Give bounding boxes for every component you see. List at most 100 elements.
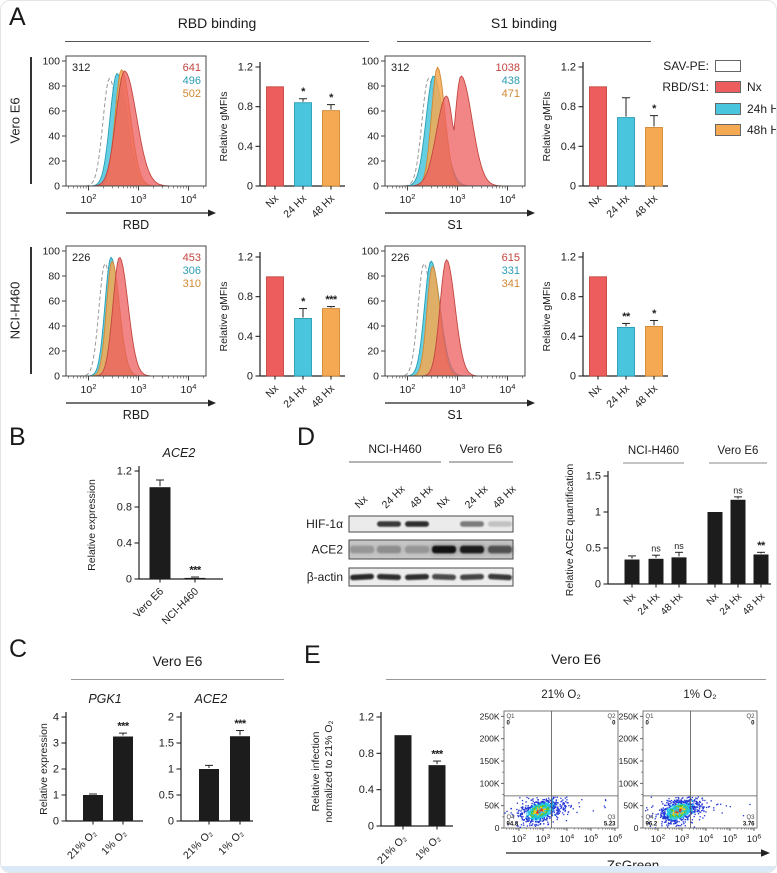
svg-text:*: * bbox=[301, 296, 306, 308]
svg-text:80: 80 bbox=[367, 81, 379, 93]
vero-row-bracket bbox=[30, 57, 32, 184]
svg-text:96.2: 96.2 bbox=[646, 822, 658, 828]
svg-text:106: 106 bbox=[608, 833, 623, 845]
svg-text:***: *** bbox=[117, 721, 130, 733]
svg-text:103: 103 bbox=[675, 833, 690, 845]
legend: SAV-PE: RBD/S1: Nx 24h Hx 48h Hx bbox=[653, 55, 776, 142]
svg-text:94.8: 94.8 bbox=[507, 822, 519, 828]
svg-text:100: 100 bbox=[361, 56, 379, 68]
svg-text:normalized to 21% O₂: normalized to 21% O₂ bbox=[323, 720, 335, 822]
svg-text:5.23: 5.23 bbox=[604, 822, 616, 828]
panel-e-label: E bbox=[304, 641, 321, 669]
svg-text:0.4: 0.4 bbox=[238, 331, 253, 343]
row-label-nci-h460: NCI-H460 bbox=[7, 281, 23, 340]
svg-text:Q3: Q3 bbox=[746, 815, 755, 821]
h460-rbd-bar-chart: 0 0.4 0.8 1.2 Nx * 24 Hx *** 48 Hx Relative gMFIs bbox=[218, 252, 345, 411]
svg-text:Vero E6: Vero E6 bbox=[718, 445, 759, 457]
svg-text:453: 453 bbox=[183, 252, 201, 264]
svg-text:1: 1 bbox=[53, 790, 59, 802]
svg-text:48 Hx: 48 Hx bbox=[659, 591, 685, 617]
svg-text:24 Hx: 24 Hx bbox=[281, 382, 309, 410]
svg-text:0: 0 bbox=[373, 181, 379, 193]
legend-row-24h: 24h Hx bbox=[653, 98, 776, 120]
legend-sav-label: SAV-PE: bbox=[663, 58, 709, 73]
svg-text:**: ** bbox=[622, 311, 631, 323]
svg-text:Q4: Q4 bbox=[646, 815, 655, 821]
svg-text:0: 0 bbox=[373, 371, 379, 383]
svg-text:0.8: 0.8 bbox=[359, 748, 374, 760]
svg-text:24 Hx: 24 Hx bbox=[380, 483, 408, 511]
legend-row-48h: 48h Hx bbox=[653, 120, 776, 142]
svg-text:Nx: Nx bbox=[587, 192, 605, 210]
svg-text:0: 0 bbox=[247, 371, 253, 383]
nx-swatch bbox=[715, 81, 741, 94]
svg-text:48 Hx: 48 Hx bbox=[408, 483, 436, 511]
svg-text:Nx: Nx bbox=[264, 382, 282, 400]
svg-text:250K: 250K bbox=[619, 711, 639, 721]
svg-text:Relative gMFIs: Relative gMFIs bbox=[541, 91, 553, 161]
svg-text:48 Hx: 48 Hx bbox=[309, 382, 337, 410]
svg-text:0.8: 0.8 bbox=[561, 291, 576, 303]
panel-d-label: D bbox=[297, 423, 316, 451]
svg-text:S1: S1 bbox=[447, 408, 462, 422]
svg-text:Relative gMFIs: Relative gMFIs bbox=[218, 91, 230, 161]
svg-text:60: 60 bbox=[48, 106, 60, 118]
svg-text:40: 40 bbox=[48, 321, 60, 333]
svg-text:24 Hx: 24 Hx bbox=[718, 591, 744, 617]
panel-e-underline bbox=[386, 679, 766, 680]
svg-text:226: 226 bbox=[391, 252, 409, 264]
svg-text:Nx: Nx bbox=[435, 493, 453, 511]
svg-text:103: 103 bbox=[536, 833, 551, 845]
svg-text:*: * bbox=[301, 86, 306, 98]
svg-text:0: 0 bbox=[53, 816, 59, 828]
svg-text:80: 80 bbox=[48, 81, 60, 93]
svg-text:80: 80 bbox=[48, 271, 60, 283]
rbd-binding-underline bbox=[65, 41, 369, 42]
svg-text:β-actin: β-actin bbox=[307, 570, 343, 584]
svg-text:104: 104 bbox=[500, 192, 516, 206]
legend-row-sav: SAV-PE: bbox=[653, 55, 776, 77]
svg-text:*: * bbox=[329, 92, 334, 104]
svg-text:0: 0 bbox=[247, 181, 253, 193]
svg-text:***: *** bbox=[431, 749, 444, 761]
svg-text:ns: ns bbox=[733, 485, 743, 495]
svg-text:104: 104 bbox=[699, 833, 714, 845]
svg-text:102: 102 bbox=[512, 833, 527, 845]
infection-bar-chart: 0 0.4 0.8 1.2 21% O₂ *** 1% O₂ Relative infecti… bbox=[310, 712, 453, 867]
sav-pe-swatch bbox=[715, 59, 741, 72]
row-label-vero-e6: Vero E6 bbox=[7, 97, 23, 144]
legend-item-nx: Nx bbox=[747, 80, 762, 95]
svg-text:S1: S1 bbox=[447, 218, 462, 232]
svg-text:21% O₂: 21% O₂ bbox=[541, 689, 581, 701]
ace2-expression-bar-chart: ACE2 0 0.4 0.8 1.2 Vero E6 *** NCI-H460 Relative… bbox=[86, 446, 223, 627]
svg-text:24 Hx: 24 Hx bbox=[604, 382, 632, 410]
svg-text:***: *** bbox=[189, 565, 202, 577]
svg-text:106: 106 bbox=[747, 833, 762, 845]
svg-text:0.4: 0.4 bbox=[238, 141, 253, 153]
svg-text:Relative expression: Relative expression bbox=[86, 479, 98, 571]
svg-text:438: 438 bbox=[502, 75, 520, 87]
svg-text:*: * bbox=[652, 308, 657, 320]
svg-text:0.8: 0.8 bbox=[238, 291, 253, 303]
svg-text:100: 100 bbox=[361, 246, 379, 258]
svg-text:100K: 100K bbox=[619, 778, 639, 788]
svg-text:103: 103 bbox=[450, 382, 466, 396]
svg-text:48 Hx: 48 Hx bbox=[309, 192, 337, 220]
svg-text:NCI-H460: NCI-H460 bbox=[628, 445, 679, 457]
svg-text:Relative infection: Relative infection bbox=[310, 731, 322, 811]
svg-text:100: 100 bbox=[42, 246, 60, 258]
svg-text:200K: 200K bbox=[619, 734, 639, 744]
svg-text:2: 2 bbox=[168, 712, 174, 724]
svg-text:48 Hx: 48 Hx bbox=[632, 192, 660, 220]
svg-text:Q2: Q2 bbox=[746, 714, 755, 720]
svg-text:0: 0 bbox=[54, 371, 60, 383]
hx24-swatch bbox=[715, 102, 741, 115]
svg-text:312: 312 bbox=[72, 62, 90, 74]
svg-text:Q3: Q3 bbox=[607, 815, 616, 821]
pgk1-bar-chart: PGK1 0 1 2 3 4 21% O₂ *** 1% O₂ Relative expressi… bbox=[38, 692, 143, 862]
legend-item-24h: 24h Hx bbox=[747, 101, 776, 116]
svg-text:Q1: Q1 bbox=[507, 714, 516, 720]
